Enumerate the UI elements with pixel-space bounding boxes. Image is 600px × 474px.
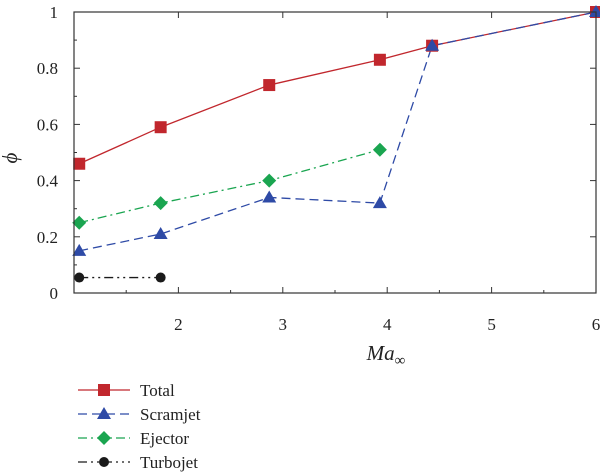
plot-area xyxy=(72,5,600,283)
data-point-total xyxy=(263,79,276,92)
series-line-scramjet xyxy=(79,11,597,252)
y-tick-label: 1 xyxy=(50,3,59,22)
x-tick-label: 4 xyxy=(383,315,392,334)
data-point-ejector xyxy=(153,196,168,211)
data-point-ejector xyxy=(372,142,387,157)
x-tick-label: 2 xyxy=(174,315,183,334)
y-tick-label: 0.6 xyxy=(37,115,58,134)
x-tick-label: 6 xyxy=(592,315,600,334)
data-point-ejector xyxy=(72,215,87,230)
data-point-scramjet xyxy=(372,196,387,209)
x-axis-title-main: Ma xyxy=(366,341,395,365)
legend-marker-total xyxy=(98,384,110,396)
y-tick-label: 0 xyxy=(50,284,59,303)
x-tick-label: 3 xyxy=(279,315,288,334)
data-point-turbojet xyxy=(74,272,85,283)
series-line-ejector xyxy=(79,149,381,224)
x-axis-title-subscript: ∞ xyxy=(395,353,406,369)
data-point-scramjet xyxy=(72,243,87,256)
y-tick-label: 0.4 xyxy=(37,172,59,191)
y-tick-label: 0.2 xyxy=(37,228,58,247)
y-axis-title: ϕ xyxy=(0,152,22,163)
legend-label-scramjet: Scramjet xyxy=(140,405,201,424)
legend-marker-ejector xyxy=(97,431,111,445)
data-point-scramjet xyxy=(589,5,600,17)
x-axis-title: Ma∞ xyxy=(366,341,406,369)
legend: Total Scramjet Ejector Turbojet xyxy=(78,381,201,472)
data-point-turbojet xyxy=(155,272,166,283)
data-point-scramjet xyxy=(262,190,277,203)
data-point-total xyxy=(73,157,86,170)
data-point-ejector xyxy=(262,173,277,188)
y-tick-label: 0.8 xyxy=(37,59,58,78)
x-tick-label: 5 xyxy=(487,315,496,334)
axes: 0 0.2 0.4 0.6 0.8 1 2 3 4 5 6 xyxy=(37,3,600,334)
legend-marker-scramjet xyxy=(97,407,111,419)
legend-label-total: Total xyxy=(140,381,175,400)
series-line-total xyxy=(78,11,597,165)
legend-label-turbojet: Turbojet xyxy=(140,453,198,472)
data-point-total xyxy=(373,53,386,66)
data-point-scramjet xyxy=(425,38,440,51)
legend-label-ejector: Ejector xyxy=(140,429,189,448)
data-point-total xyxy=(154,121,167,134)
legend-marker-turbojet xyxy=(99,457,109,467)
plot-frame xyxy=(73,11,597,294)
data-point-scramjet xyxy=(153,226,168,239)
